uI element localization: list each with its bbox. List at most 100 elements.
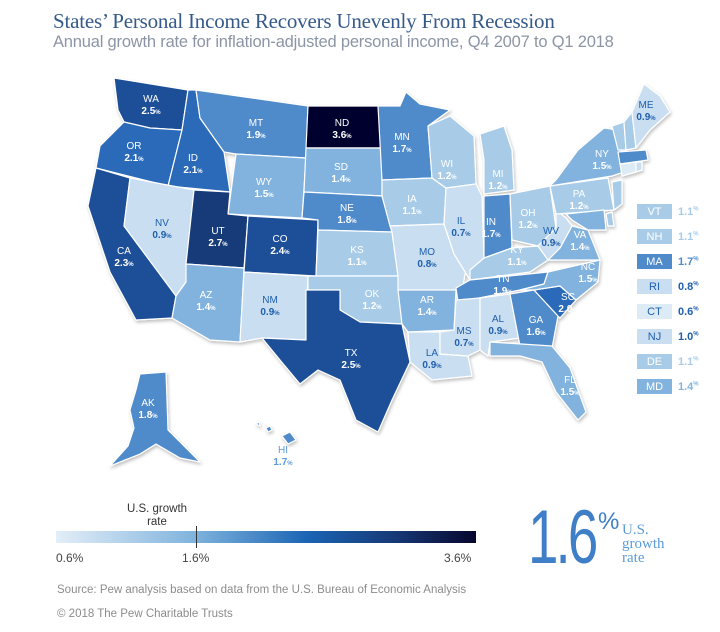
svg-text:AR: AR — [420, 295, 434, 306]
svg-text:0.9%: 0.9% — [422, 360, 442, 371]
scale-min-label: 0.6% — [56, 551, 84, 565]
svg-text:1.8%: 1.8% — [138, 410, 158, 421]
state-NY[interactable] — [549, 127, 625, 187]
svg-text:1.2%: 1.2% — [362, 301, 382, 312]
ne-row-ma[interactable]: MA 1.7% — [637, 249, 699, 274]
ne-box: RI — [637, 279, 672, 294]
ne-row-ri[interactable]: RI 0.8% — [637, 274, 699, 299]
state-TX[interactable] — [261, 289, 411, 433]
svg-text:0.7%: 0.7% — [451, 228, 471, 239]
ne-row-md[interactable]: MD 1.4% — [637, 374, 699, 399]
svg-text:0.9%: 0.9% — [488, 326, 508, 337]
state-ME[interactable] — [631, 83, 671, 149]
chart-title: States’ Personal Income Recovers Unevenl… — [53, 9, 555, 33]
state-CT[interactable] — [619, 161, 637, 177]
ne-box: DE — [637, 354, 672, 369]
ne-row-ct[interactable]: CT 0.6% — [637, 299, 699, 324]
state-AK[interactable] — [109, 371, 201, 467]
svg-text:MS: MS — [457, 326, 472, 337]
svg-text:VA: VA — [574, 230, 587, 241]
state-MA[interactable] — [617, 149, 649, 165]
state-labels: WA 2.5% OR 2.1% CA 2.3% ID 2.1% NV 0.9% … — [114, 94, 656, 468]
scale-mid-label: 1.6% — [182, 551, 210, 565]
svg-text:0.9%: 0.9% — [541, 238, 561, 249]
svg-text:TN: TN — [496, 274, 509, 285]
state-DE[interactable] — [605, 211, 615, 227]
scale-us-marker — [196, 526, 197, 548]
svg-text:1.4%: 1.4% — [570, 242, 590, 253]
color-scale-bar — [56, 531, 476, 543]
svg-text:MI: MI — [492, 169, 503, 180]
ne-row-nh[interactable]: NH 1.1% — [637, 224, 699, 249]
svg-text:1.6%: 1.6% — [526, 327, 546, 338]
svg-text:2.7%: 2.7% — [208, 238, 228, 249]
ne-value: 1.1% — [678, 355, 699, 368]
svg-text:SD: SD — [334, 162, 348, 173]
svg-text:1.8%: 1.8% — [337, 215, 357, 226]
northeast-states-legend: VT 1.1% NH 1.1% MA 1.7% RI 0.8% CT 0.6% … — [637, 199, 699, 399]
state-HI[interactable] — [255, 421, 297, 445]
state-FL[interactable] — [489, 341, 587, 421]
us-growth-rate-unit: % — [598, 508, 620, 535]
svg-text:1.2%: 1.2% — [518, 220, 538, 231]
us-growth-rate-caption: U.S. growth rate — [622, 522, 665, 566]
ne-value: 1.7% — [678, 255, 699, 268]
svg-text:1.2%: 1.2% — [437, 171, 457, 182]
state-NJ[interactable] — [611, 179, 623, 211]
svg-text:NC: NC — [581, 262, 595, 273]
state-RI[interactable] — [635, 161, 643, 173]
svg-text:2.1%: 2.1% — [183, 165, 203, 176]
caption-line: U.S. — [622, 522, 649, 538]
svg-text:1.9%: 1.9% — [493, 286, 513, 297]
svg-text:1.4%: 1.4% — [331, 174, 351, 185]
ne-row-vt[interactable]: VT 1.1% — [637, 199, 699, 224]
svg-text:FL: FL — [564, 375, 576, 386]
state-MD[interactable] — [565, 209, 607, 231]
svg-text:ID: ID — [188, 153, 198, 164]
svg-text:NV: NV — [155, 218, 169, 229]
svg-text:0.9%: 0.9% — [636, 112, 656, 123]
svg-text:1.4%: 1.4% — [417, 307, 437, 318]
svg-text:AL: AL — [492, 314, 505, 325]
ne-row-de[interactable]: DE 1.1% — [637, 349, 699, 374]
svg-text:3.6%: 3.6% — [332, 130, 352, 141]
state-WV[interactable] — [537, 209, 573, 261]
svg-text:2.1%: 2.1% — [124, 153, 144, 164]
svg-text:GA: GA — [529, 315, 544, 326]
svg-text:AZ: AZ — [200, 290, 213, 301]
svg-text:IN: IN — [486, 217, 496, 228]
svg-text:MT: MT — [249, 118, 263, 129]
svg-text:HI: HI — [278, 445, 288, 456]
svg-text:0.9%: 0.9% — [152, 230, 172, 241]
svg-text:1.1%: 1.1% — [402, 206, 422, 217]
svg-text:KS: KS — [350, 245, 364, 256]
state-NC[interactable] — [519, 259, 601, 301]
state-GA[interactable] — [509, 289, 559, 349]
state-AR[interactable] — [397, 289, 457, 333]
copyright-note: © 2018 The Pew Charitable Trusts — [57, 608, 233, 620]
svg-text:1.9%: 1.9% — [246, 130, 266, 141]
ne-value: 1.1% — [678, 205, 699, 218]
svg-text:IL: IL — [457, 216, 466, 227]
caption-line: growth — [622, 536, 665, 552]
state-MI[interactable] — [479, 125, 515, 195]
ne-value: 1.0% — [678, 330, 699, 343]
svg-text:2.4%: 2.4% — [270, 246, 290, 257]
svg-text:AK: AK — [141, 398, 155, 409]
svg-text:SC: SC — [561, 292, 575, 303]
svg-text:1.1%: 1.1% — [507, 257, 527, 268]
ne-box: NJ — [637, 329, 672, 344]
svg-text:IA: IA — [407, 194, 417, 205]
svg-text:NY: NY — [595, 149, 609, 160]
svg-text:CA: CA — [117, 246, 131, 257]
ne-row-nj[interactable]: NJ 1.0% — [637, 324, 699, 349]
svg-text:OK: OK — [365, 289, 380, 300]
svg-text:1.2%: 1.2% — [569, 201, 589, 212]
svg-text:ND: ND — [335, 118, 349, 129]
svg-text:1.5%: 1.5% — [578, 274, 598, 285]
svg-text:PA: PA — [573, 189, 586, 200]
svg-text:1.7%: 1.7% — [392, 144, 412, 155]
svg-text:WA: WA — [143, 94, 159, 105]
chart-subtitle: Annual growth rate for inflation-adjuste… — [53, 33, 614, 51]
svg-text:WI: WI — [441, 159, 453, 170]
